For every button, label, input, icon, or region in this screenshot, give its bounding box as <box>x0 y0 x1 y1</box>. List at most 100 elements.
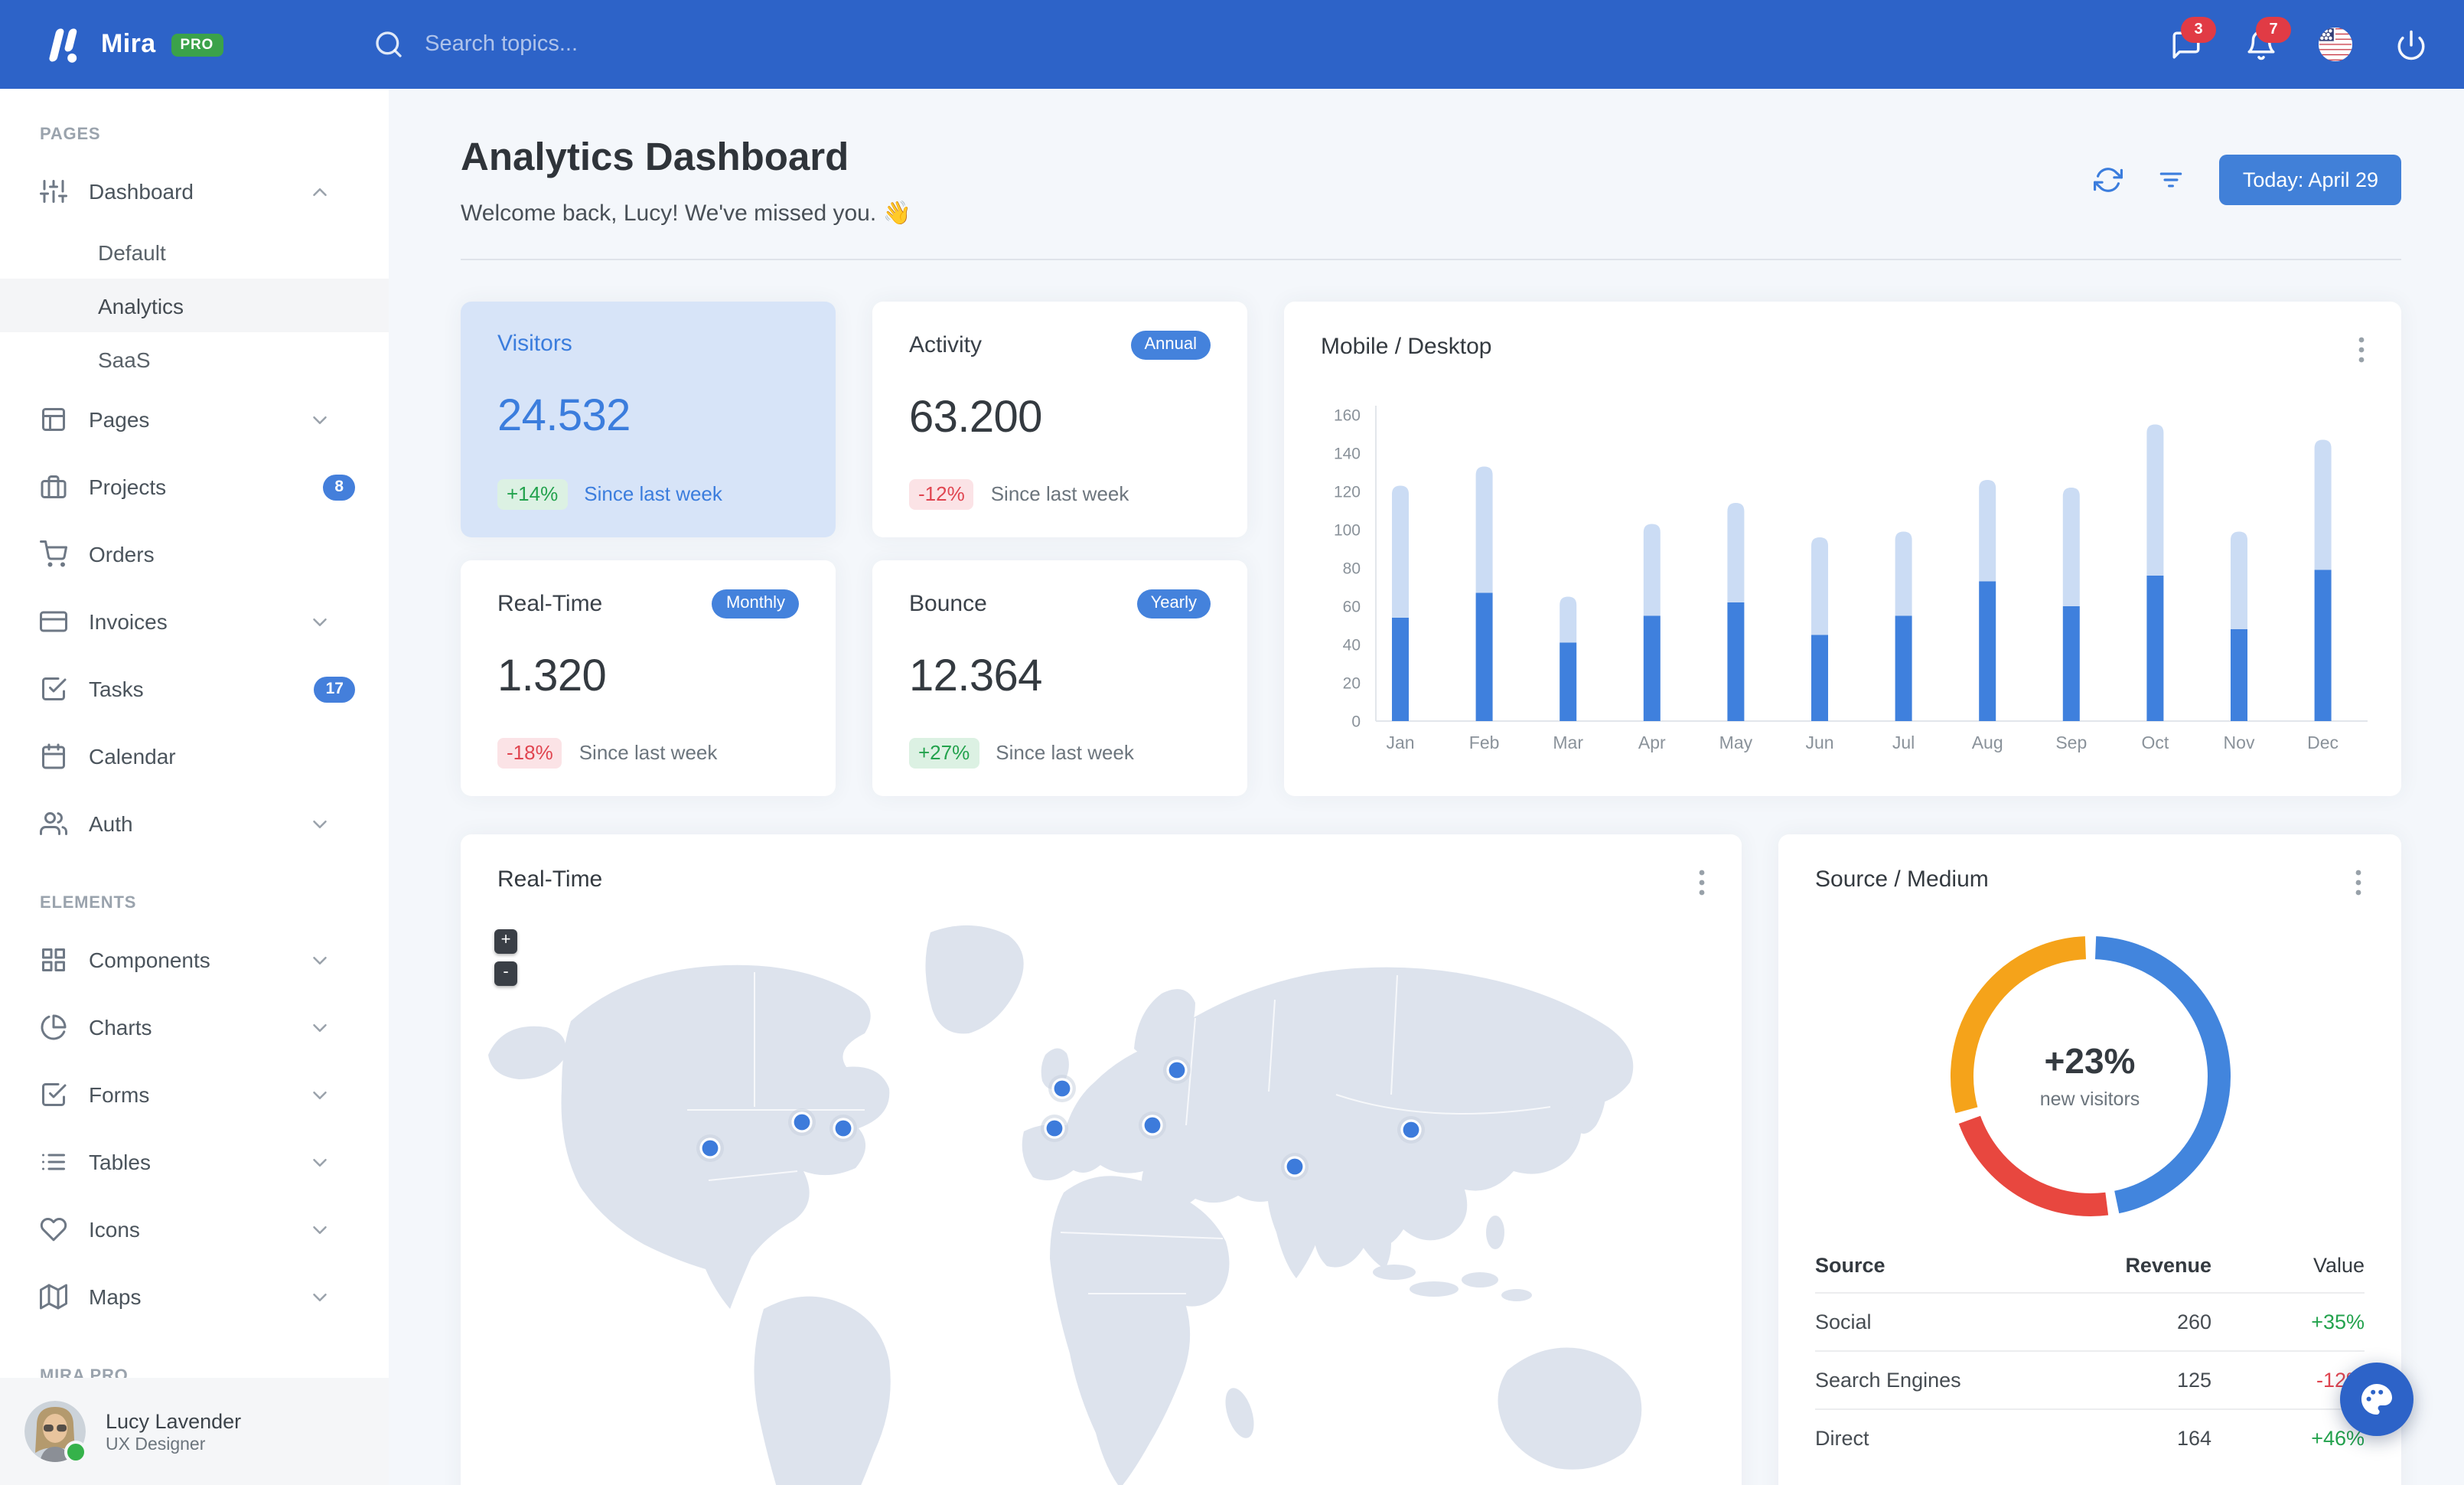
map-marker[interactable] <box>1397 1115 1425 1144</box>
bar-segment-desktop <box>2146 575 2164 721</box>
calendar-icon <box>42 743 65 769</box>
cell-source: Search Engines <box>1815 1368 1961 1392</box>
date-range-button[interactable]: Today: April 29 <box>2219 155 2401 206</box>
map-marker[interactable] <box>696 1134 724 1162</box>
map-marker[interactable] <box>1163 1056 1191 1084</box>
stat-value: 63.200 <box>909 393 1042 443</box>
mira-logo-icon <box>49 28 77 63</box>
stat-period-badge[interactable]: Monthly <box>712 589 799 618</box>
sidebar-item-projects[interactable]: Projects 8 <box>0 453 389 521</box>
sidebar-subitem-default[interactable]: Default <box>98 240 166 264</box>
sliders-icon <box>40 180 67 203</box>
x-axis-month-label: May <box>1719 732 1753 752</box>
stat-title: Real-Time <box>497 590 603 617</box>
map-marker[interactable] <box>1281 1152 1309 1180</box>
header-divider <box>461 258 2401 260</box>
mobile-desktop-chart-card: Mobile / Desktop 0 20 40 60 80 100 120 140 160 Ja… <box>1284 301 2401 796</box>
brand-logo[interactable]: Mira PRO <box>40 21 223 67</box>
map-marker[interactable] <box>1139 1111 1166 1139</box>
sidebar-count-badge: 17 <box>314 676 355 702</box>
sidebar-item-forms[interactable]: Forms <box>0 1061 389 1128</box>
x-axis-month-label: Jan <box>1386 732 1414 752</box>
sidebar-item-label: Projects <box>89 475 167 499</box>
sidebar-item-maps[interactable]: Maps <box>0 1263 389 1330</box>
table-row: Search Engines 125 -12% <box>1815 1350 2365 1408</box>
sidebar-item-components[interactable]: Components <box>0 926 389 994</box>
logout-button[interactable] <box>2394 28 2427 61</box>
sidebar-item-tables[interactable]: Tables <box>0 1128 389 1196</box>
stat-value: 24.532 <box>497 392 631 442</box>
welcome-message: Welcome back, Lucy! We've missed you. 👋 <box>461 200 911 227</box>
bar-segment-mobile <box>1895 530 1912 615</box>
chevron-down-icon <box>313 1293 327 1301</box>
user-name: Lucy Lavender <box>106 1409 242 1433</box>
sidebar-item-label: Components <box>89 948 210 972</box>
sidebar-item-charts[interactable]: Charts <box>0 994 389 1061</box>
map-marker[interactable] <box>1048 1074 1076 1102</box>
stat-card-activity: Activity Annual 63.200 -12% Since last w… <box>872 301 1247 537</box>
card-menu-button[interactable] <box>1696 866 1708 898</box>
sidebar-item-label: Orders <box>89 542 155 566</box>
map-zoom-controls: + - <box>494 929 517 986</box>
table-row: Social 260 +35% <box>1815 1291 2365 1350</box>
stat-card-bounce: Bounce Yearly 12.364 +27% Since last wee… <box>872 560 1247 796</box>
stacked-bar-chart: 0 20 40 60 80 100 120 140 160 Jan Feb Mar Apr May Jun J… <box>1334 405 2368 752</box>
layout-icon <box>42 408 65 431</box>
world-map[interactable] <box>479 907 1723 1485</box>
sidebar-item-calendar[interactable]: Calendar <box>0 723 389 790</box>
messages-count-badge: 3 <box>2181 17 2216 43</box>
sidebar-subitem-analytics[interactable]: Analytics <box>0 279 389 332</box>
stat-period-badge[interactable]: Yearly <box>1136 589 1211 618</box>
sidebar-item-label: Forms <box>89 1082 150 1107</box>
stat-note: Since last week <box>584 482 722 506</box>
map-marker[interactable] <box>829 1114 857 1142</box>
search-bar <box>373 29 1015 60</box>
theme-settings-fab[interactable] <box>2340 1363 2413 1436</box>
map-marker[interactable] <box>1041 1114 1068 1142</box>
bar-segment-mobile <box>2314 439 2332 570</box>
y-axis-tick-label: 20 <box>1343 674 1361 692</box>
bar-segment-mobile <box>1475 465 1493 592</box>
y-axis-tick-label: 40 <box>1343 636 1361 654</box>
sidebar-item-dashboard[interactable]: Dashboard <box>0 158 389 225</box>
bar-segment-mobile <box>2062 487 2080 606</box>
notifications-button[interactable]: 7 <box>2244 17 2291 61</box>
sidebar-item-orders[interactable]: Orders <box>0 521 389 588</box>
sidebar-user[interactable]: Lucy Lavender UX Designer <box>0 1378 389 1485</box>
donut-center: +23% new visitors <box>1937 922 2243 1229</box>
sidebar-item-label: Calendar <box>89 744 176 769</box>
sidebar-subitem-saas[interactable]: SaaS <box>98 347 151 371</box>
sidebar-item-auth[interactable]: Auth <box>0 790 389 857</box>
notifications-count-badge: 7 <box>2256 17 2291 43</box>
bar-segment-mobile <box>1560 596 1577 642</box>
filter-button[interactable] <box>2157 166 2186 195</box>
cart-icon <box>40 540 67 567</box>
chart-title: Mobile / Desktop <box>1321 333 1492 360</box>
card-menu-button[interactable] <box>2355 333 2368 365</box>
bar-segment-mobile <box>2146 423 2164 576</box>
stat-period-badge[interactable]: Annual <box>1130 330 1211 360</box>
map-zoom-in-button[interactable]: + <box>494 929 517 954</box>
stat-note: Since last week <box>990 482 1129 506</box>
map-marker[interactable] <box>788 1108 816 1136</box>
messages-button[interactable]: 3 <box>2169 17 2216 61</box>
chevron-down-icon <box>313 1091 327 1098</box>
sidebar-item-label: Charts <box>89 1015 152 1040</box>
navbar-actions: 3 7 <box>2169 17 2427 61</box>
dots-vertical-icon <box>2358 336 2365 362</box>
sidebar-item-pages[interactable]: Pages <box>0 386 389 453</box>
sidebar-item-icons[interactable]: Icons <box>0 1196 389 1263</box>
language-flag-button[interactable] <box>2319 28 2352 61</box>
y-axis-tick-label: 120 <box>1334 483 1361 501</box>
cell-value: +35% <box>2311 1310 2365 1333</box>
chevron-up-icon <box>313 188 327 195</box>
top-navbar: Mira PRO 3 7 <box>0 0 2464 89</box>
sidebar-item-invoices[interactable]: Invoices <box>0 588 389 655</box>
map-zoom-out-button[interactable]: - <box>494 961 517 986</box>
search-input[interactable] <box>422 31 888 58</box>
heart-icon <box>40 1218 67 1242</box>
refresh-icon <box>2094 168 2123 193</box>
sidebar-item-tasks[interactable]: Tasks 17 <box>0 655 389 723</box>
card-menu-button[interactable] <box>2352 866 2365 898</box>
refresh-button[interactable] <box>2094 166 2123 195</box>
